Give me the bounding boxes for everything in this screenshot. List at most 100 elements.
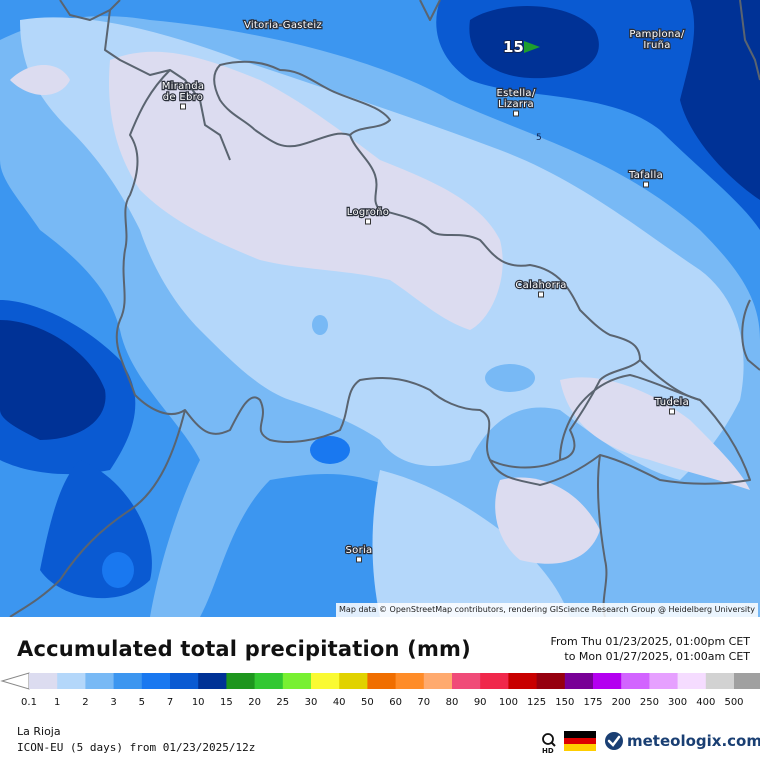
scale-color-cell [85, 673, 115, 689]
scale-color-cell [198, 673, 227, 689]
precip-band-2-south [372, 470, 570, 617]
legend-title: Accumulated total precipitation (mm) [17, 637, 471, 661]
precip-band-10-east [680, 0, 760, 200]
scale-color-cell [423, 673, 453, 689]
city-dot-icon [513, 110, 519, 117]
city-label: Pamplona/ [629, 29, 685, 40]
svg-text:HD: HD [542, 747, 554, 753]
precip-spot [310, 436, 350, 464]
scale-color-cell [452, 673, 481, 689]
scale-color-cell [593, 673, 622, 689]
hd-zoom-icon[interactable]: HD [540, 731, 560, 753]
city-label: Tudela [654, 397, 689, 408]
city-label: Tafalla [628, 170, 663, 181]
map-attribution: Map data © OpenStreetMap contributors, r… [336, 603, 758, 617]
scale-tick-label: 10 [191, 697, 205, 708]
scale-color-cell [649, 673, 679, 689]
city-label: Soria [346, 545, 373, 556]
region-borders [9, 0, 760, 617]
city-label: Lizarra [498, 99, 534, 110]
scale-tick-label: 15 [220, 697, 233, 708]
germany-flag-icon[interactable] [564, 731, 596, 751]
scale-color-cell [339, 673, 368, 689]
location-label: La Rioja [17, 725, 61, 738]
color-scale-bar [0, 672, 760, 690]
city-label: de Ebro [163, 92, 203, 103]
scale-tick-label: 1 [54, 697, 61, 708]
scale-color-cell [705, 673, 735, 689]
brand-link[interactable]: meteologix.com [604, 730, 760, 752]
scale-tick-label: 200 [611, 697, 631, 708]
scale-tick-label: 5 [138, 697, 145, 708]
scale-tick-label: 40 [332, 697, 346, 708]
scale-tick-label: 20 [248, 697, 261, 708]
precip-band-1-west [10, 65, 70, 95]
scale-tick-label: 250 [639, 697, 659, 708]
precip-band-1-south [495, 477, 600, 564]
scale-tick-label: 25 [276, 697, 290, 708]
scale-tick-label: 175 [583, 697, 603, 708]
precip-band-1 [109, 51, 503, 330]
city-dot-icon [538, 291, 544, 298]
scale-color-cell [282, 673, 312, 689]
scale-color-cell [395, 673, 425, 689]
scale-tick-label: 0.1 [21, 697, 37, 708]
scale-tick-label: 400 [696, 697, 716, 708]
city-label: Miranda [162, 81, 205, 92]
city-dot-icon [180, 103, 186, 110]
max-value-label: 15 [503, 38, 524, 56]
period-start: From Thu 01/23/2025, 01:00pm CET [550, 635, 750, 648]
scale-tick-label: 300 [668, 697, 688, 708]
precip-spot [485, 364, 535, 392]
scale-color-cell [508, 673, 538, 689]
scale-color-cell [367, 673, 397, 689]
scale-color-cell [57, 673, 86, 689]
scale-tick-label: 100 [498, 697, 518, 708]
scale-tick-label: 500 [724, 697, 744, 708]
scale-tick-label: 30 [304, 697, 318, 708]
scale-tick-label: 60 [389, 697, 402, 708]
city-dot-icon [356, 556, 362, 563]
scale-color-cell [141, 673, 171, 689]
precip-band-10-west [0, 320, 106, 440]
scale-tick-label: 3 [110, 697, 117, 708]
scale-color-cell [170, 673, 199, 689]
scale-color-cell [29, 673, 58, 689]
scale-min-arrow-icon [0, 672, 30, 690]
scale-color-cell [677, 673, 707, 689]
city-dot-icon [669, 408, 675, 415]
meteologix-logo-icon [605, 732, 623, 750]
city-label: Calahorra [515, 280, 566, 291]
period-end: to Mon 01/27/2025, 01:00am CET [564, 650, 750, 663]
model-run-label: ICON-EU (5 days) from 01/23/2025/12z [17, 741, 256, 754]
contour-label: 5 [536, 133, 542, 143]
city-label: Estella/ [496, 88, 535, 99]
city-dot-icon [365, 218, 371, 225]
scale-color-cell [254, 673, 284, 689]
max-value-arrow-icon [524, 41, 540, 53]
scale-tick-label: 150 [555, 697, 575, 708]
precip-spot [312, 315, 328, 335]
scale-tick-label: 80 [445, 697, 459, 708]
scale-max-arrow-icon [734, 673, 760, 689]
precip-band-1-tudela [560, 377, 750, 490]
scale-tick-label: 90 [473, 697, 487, 708]
scale-color-cell [480, 673, 509, 689]
precip-band-10-pamplona [469, 6, 599, 79]
scale-color-cell [311, 673, 340, 689]
precip-spot [102, 552, 134, 588]
scale-tick-label: 7 [166, 697, 174, 708]
scale-tick-label: 2 [82, 697, 89, 708]
scale-tick-label: 70 [417, 697, 431, 708]
city-label: Vitoria-Gasteiz [244, 20, 322, 31]
scale-color-cell [621, 673, 650, 689]
city-label: Logroño [347, 207, 389, 218]
brand-name: meteologix.com [627, 732, 760, 750]
scale-color-cell [536, 673, 566, 689]
precipitation-map[interactable]: Vitoria-Gasteiz Pamplona/Iruña Miranda de E… [0, 0, 760, 617]
city-dot-icon [643, 181, 649, 188]
scale-tick-label: 50 [361, 697, 374, 708]
city-label: Iruña [643, 40, 670, 51]
scale-color-cell [564, 673, 594, 689]
